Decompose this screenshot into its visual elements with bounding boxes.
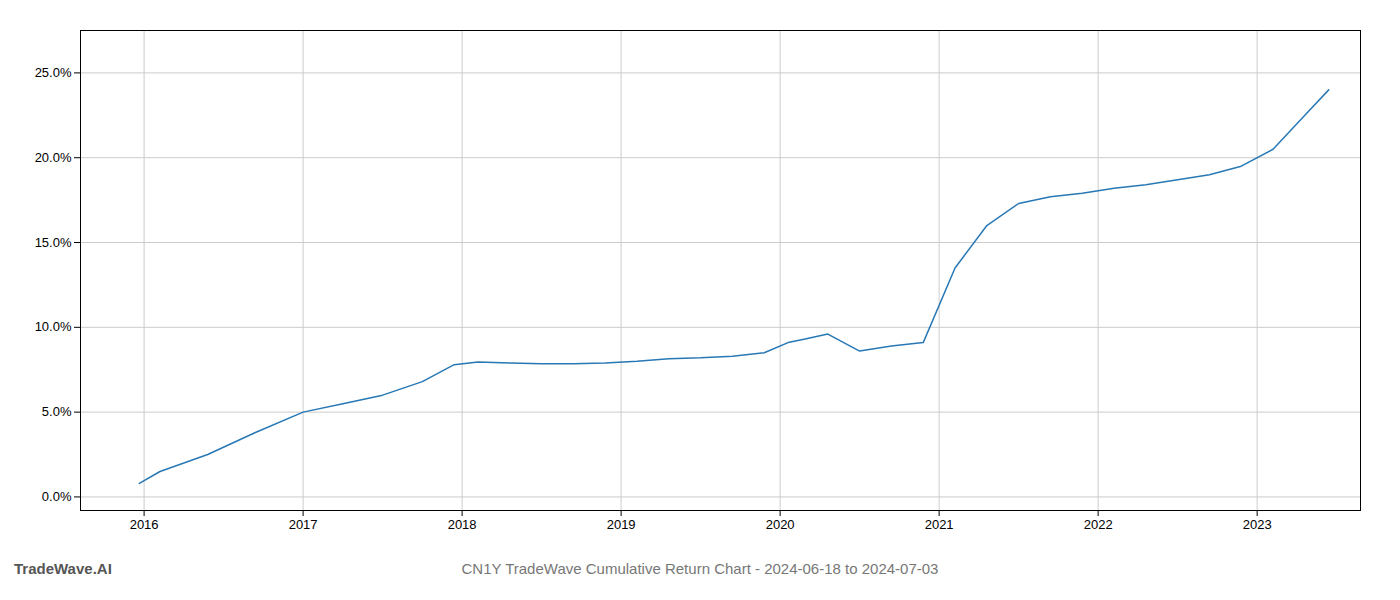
svg-text:2018: 2018	[448, 517, 477, 532]
svg-text:15.0%: 15.0%	[35, 235, 72, 250]
svg-text:2016: 2016	[130, 517, 159, 532]
html-text:TradeWave.AI: TradeWave.AI	[14, 560, 112, 577]
svg-text:2019: 2019	[607, 517, 636, 532]
svg-text:2017: 2017	[289, 517, 318, 532]
svg-text:20.0%: 20.0%	[35, 150, 72, 165]
svg-text:25.0%: 25.0%	[35, 65, 72, 80]
svg-text:2022: 2022	[1084, 517, 1113, 532]
svg-text:2023: 2023	[1243, 517, 1272, 532]
svg-text:10.0%: 10.0%	[35, 319, 72, 334]
svg-text:2020: 2020	[766, 517, 795, 532]
html-text:CN1Y TradeWave Cumulative Retu: CN1Y TradeWave Cumulative Return Chart -…	[461, 560, 939, 577]
svg-text:2021: 2021	[925, 517, 954, 532]
svg-text:5.0%: 5.0%	[42, 404, 72, 419]
svg-text:0.0%: 0.0%	[42, 489, 72, 504]
